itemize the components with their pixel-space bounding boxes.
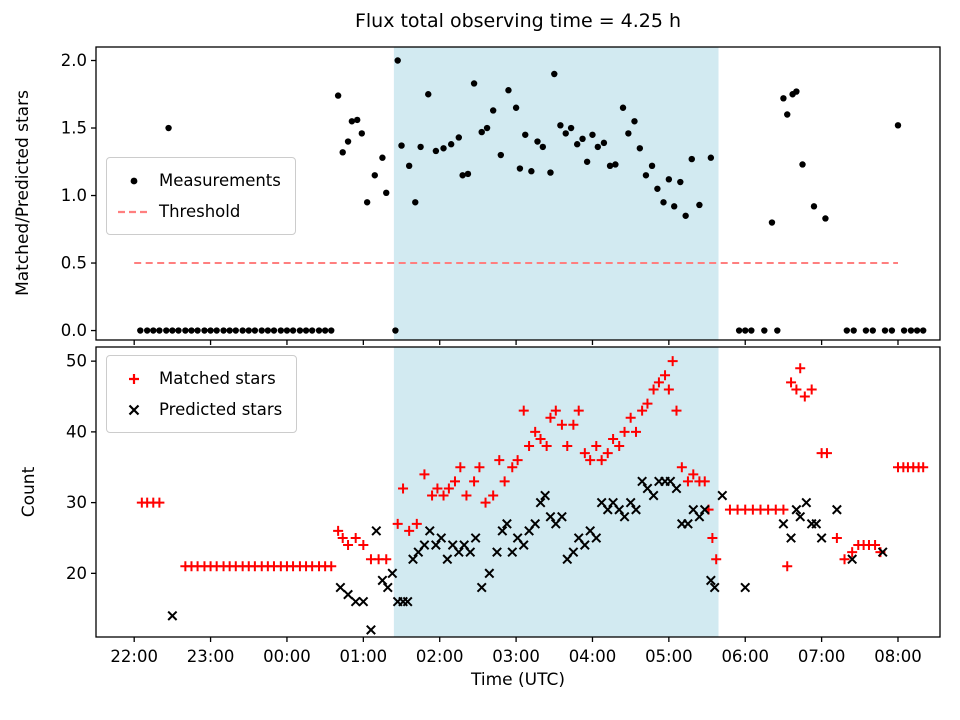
legend-label-predicted-stars: Predicted stars xyxy=(159,400,283,419)
y-axis-label-top: Matched/Predicted stars xyxy=(13,90,33,296)
y-axis-label-bottom: Count xyxy=(19,466,39,518)
legend-item-threshold: Threshold xyxy=(117,196,281,227)
svg-text:23:00: 23:00 xyxy=(187,647,235,666)
x-axis-label: Time (UTC) xyxy=(471,670,565,690)
legend-item-predicted-stars: Predicted stars xyxy=(117,394,282,425)
legend-item-matched-stars: Matched stars xyxy=(117,363,282,394)
legend-top: Measurements Threshold xyxy=(106,157,296,235)
svg-text:04:00: 04:00 xyxy=(569,647,617,666)
svg-text:40: 40 xyxy=(66,422,87,441)
svg-text:1.5: 1.5 xyxy=(61,119,87,138)
svg-text:01:00: 01:00 xyxy=(340,647,388,666)
svg-text:02:00: 02:00 xyxy=(416,647,464,666)
plus-marker-icon xyxy=(117,371,151,387)
x-marker-icon xyxy=(117,402,151,418)
svg-text:0.0: 0.0 xyxy=(61,321,87,340)
svg-text:03:00: 03:00 xyxy=(492,647,540,666)
legend-label-measurements: Measurements xyxy=(159,171,281,190)
svg-text:08:00: 08:00 xyxy=(874,647,922,666)
dot-marker-icon xyxy=(117,173,151,189)
svg-text:20: 20 xyxy=(66,564,87,583)
svg-text:50: 50 xyxy=(66,352,87,371)
legend-label-matched-stars: Matched stars xyxy=(159,369,276,388)
legend-bottom: Matched stars Predicted stars xyxy=(106,355,298,433)
legend-label-threshold: Threshold xyxy=(159,202,241,221)
svg-text:07:00: 07:00 xyxy=(798,647,846,666)
svg-text:00:00: 00:00 xyxy=(263,647,311,666)
svg-text:06:00: 06:00 xyxy=(721,647,769,666)
svg-text:05:00: 05:00 xyxy=(645,647,693,666)
svg-text:2.0: 2.0 xyxy=(61,51,87,70)
svg-text:30: 30 xyxy=(66,493,87,512)
chart-title: Flux total observing time = 4.25 h xyxy=(354,10,682,32)
legend-item-measurements: Measurements xyxy=(117,165,281,196)
dashed-line-icon xyxy=(117,204,151,220)
svg-text:0.5: 0.5 xyxy=(61,254,87,273)
svg-text:1.0: 1.0 xyxy=(61,186,87,205)
svg-text:22:00: 22:00 xyxy=(110,647,158,666)
